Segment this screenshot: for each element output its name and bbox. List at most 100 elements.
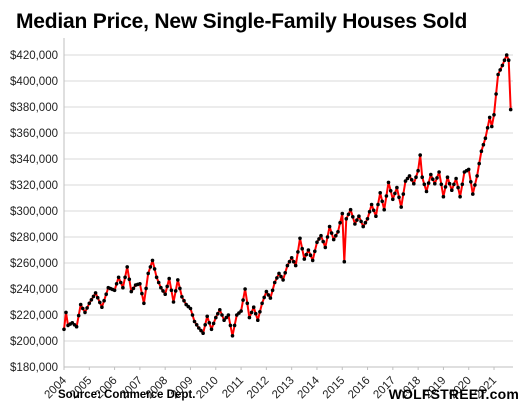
data-point [140,291,144,296]
data-point [131,286,136,291]
data-point [142,301,146,306]
data-point [112,288,117,293]
data-point [409,178,414,182]
data-point [416,168,420,173]
data-point [291,259,296,264]
series-markers [62,53,513,338]
x-tick-label: 2016 [346,375,373,402]
data-point [167,276,171,281]
data-point [452,182,456,187]
data-point [458,194,462,199]
data-point [365,217,370,221]
data-point [310,258,315,263]
data-point [190,313,195,317]
data-point [321,239,326,244]
data-point [506,58,511,62]
data-point [239,309,243,313]
data-point [351,215,355,219]
y-tick-label: $280,000 [10,232,58,244]
data-point [508,107,513,112]
data-point [435,176,439,180]
data-point [329,231,334,235]
data-point [251,305,256,310]
x-tick-label: 2013 [270,375,297,402]
data-point [241,298,245,302]
data-point [369,202,374,207]
data-point [78,302,83,307]
data-point [386,180,391,185]
y-tick-label: $200,000 [10,336,58,348]
grid-lines [64,54,513,368]
data-point [403,179,408,183]
x-tick-label: 2010 [194,375,221,402]
data-point [477,161,482,166]
y-tick-label: $400,000 [10,76,58,88]
data-point [87,301,92,306]
data-point [125,265,129,269]
data-point [272,280,277,285]
y-tick-label: $240,000 [10,284,58,296]
axes [63,38,513,370]
data-point [188,306,193,311]
data-point [407,174,412,178]
data-point [146,271,150,276]
data-point [494,92,498,96]
data-point [469,180,473,184]
data-point [281,278,285,282]
data-point [422,182,427,187]
data-point [357,214,361,218]
data-point [296,250,300,254]
data-point [393,191,397,196]
data-point [152,267,157,271]
data-point [485,126,490,130]
data-point [222,318,226,323]
data-point [224,315,229,320]
data-point [176,278,180,282]
data-point [180,295,184,299]
data-point [169,288,174,293]
data-point [156,280,161,285]
data-point [123,275,127,280]
data-point [460,182,465,187]
data-point [255,318,260,323]
data-point [232,323,237,328]
data-point [171,300,176,304]
data-point [313,249,317,254]
data-point [258,310,262,314]
data-point [148,265,153,269]
data-point [279,274,283,279]
data-point [466,167,471,172]
data-point [359,219,363,224]
data-point [104,292,108,297]
data-point [300,246,305,251]
data-point [376,202,380,207]
data-point [401,192,406,196]
data-point [129,289,134,294]
data-point [161,289,165,293]
data-point [285,263,290,268]
y-tick-label: $380,000 [10,102,58,114]
data-point [260,301,264,306]
data-point [93,291,98,295]
data-point [327,224,332,229]
data-point [344,217,349,221]
data-point [431,177,435,181]
y-tick-label: $360,000 [10,128,58,140]
data-point [334,233,338,238]
data-point [277,271,281,276]
data-point [138,282,142,286]
data-point [100,305,104,310]
data-point [475,174,479,178]
data-point [302,257,307,261]
data-point [397,195,401,200]
x-tick-label: 2011 [220,375,246,401]
data-point [433,181,437,186]
data-point [228,323,233,328]
data-point [355,218,359,222]
data-point [317,237,321,241]
data-point [114,282,119,286]
data-point [121,285,125,290]
data-point [268,296,273,300]
data-point [331,237,336,242]
data-point [95,295,100,300]
